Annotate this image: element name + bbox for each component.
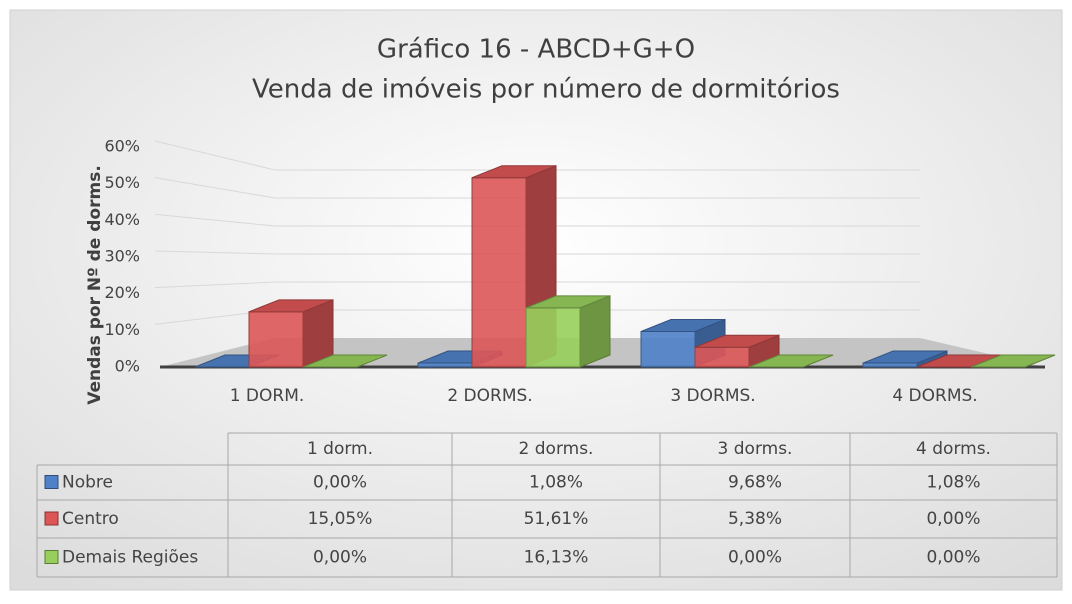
y-tick-label: 60% — [104, 137, 140, 156]
legend-key — [44, 475, 59, 489]
bar-top — [302, 354, 388, 368]
table-cell: 0,00% — [926, 548, 980, 568]
table-cell: 15,05% — [308, 509, 373, 529]
y-tick-label: 40% — [104, 210, 140, 229]
grid-line — [154, 250, 920, 255]
bar — [640, 331, 696, 368]
bar-top — [970, 354, 1056, 368]
table-cell: 0,00% — [926, 509, 980, 529]
table-header: 2 dorms. — [519, 439, 594, 459]
grid-line — [154, 140, 920, 171]
chart-title: Gráfico 16 - ABCD+G+O — [377, 35, 695, 65]
bar — [525, 307, 581, 368]
legend-label: Demais Regiões — [62, 548, 198, 568]
bar-top — [248, 299, 334, 313]
table-cell: 0,00% — [728, 548, 782, 568]
table-cell: 51,61% — [524, 509, 589, 529]
x-tick-label: 1 DORM. — [230, 386, 305, 406]
bar — [471, 177, 527, 368]
grid-line — [154, 213, 920, 227]
bar-top — [862, 350, 948, 364]
bar — [248, 311, 304, 368]
bar-top — [640, 319, 726, 333]
table-header: 4 dorms. — [916, 439, 991, 459]
legend-label: Centro — [62, 509, 119, 529]
grid-line — [154, 281, 920, 289]
table-cell: 0,00% — [313, 473, 367, 493]
table-cell: 5,38% — [728, 509, 782, 529]
bar — [694, 346, 750, 368]
bar — [417, 362, 473, 368]
y-tick-label: 50% — [104, 173, 140, 192]
table-cell: 16,13% — [524, 548, 589, 568]
chart-subtitle: Venda de imóveis por número de dormitóri… — [252, 75, 840, 105]
bar-top — [525, 295, 611, 309]
bar-top — [748, 354, 834, 368]
legend-key — [44, 550, 59, 564]
y-tick-label: 0% — [115, 357, 140, 376]
x-tick-label: 4 DORMS. — [892, 386, 977, 406]
bar-top — [694, 334, 780, 348]
legend-label: Nobre — [62, 473, 113, 493]
table-cell: 0,00% — [313, 548, 367, 568]
table-cell: 1,08% — [529, 473, 583, 493]
x-tick-label: 3 DORMS. — [670, 386, 755, 406]
y-axis-title: Vendas por Nº de dorms. — [85, 165, 105, 405]
grid-line — [154, 177, 920, 199]
table-cell: 9,68% — [728, 473, 782, 493]
y-tick-label: 10% — [104, 320, 140, 339]
legend-key — [44, 511, 59, 526]
table-cell: 1,08% — [926, 473, 980, 493]
bar-top — [471, 165, 557, 179]
bar — [862, 362, 918, 368]
table-header: 1 dorm. — [307, 439, 373, 459]
table-header: 3 dorms. — [718, 439, 793, 459]
y-tick-label: 30% — [104, 247, 140, 266]
y-tick-label: 20% — [104, 283, 140, 302]
x-tick-label: 2 DORMS. — [447, 386, 532, 406]
